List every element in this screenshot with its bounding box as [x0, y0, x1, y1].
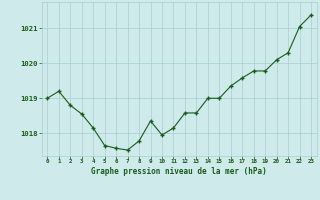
X-axis label: Graphe pression niveau de la mer (hPa): Graphe pression niveau de la mer (hPa): [91, 167, 267, 176]
